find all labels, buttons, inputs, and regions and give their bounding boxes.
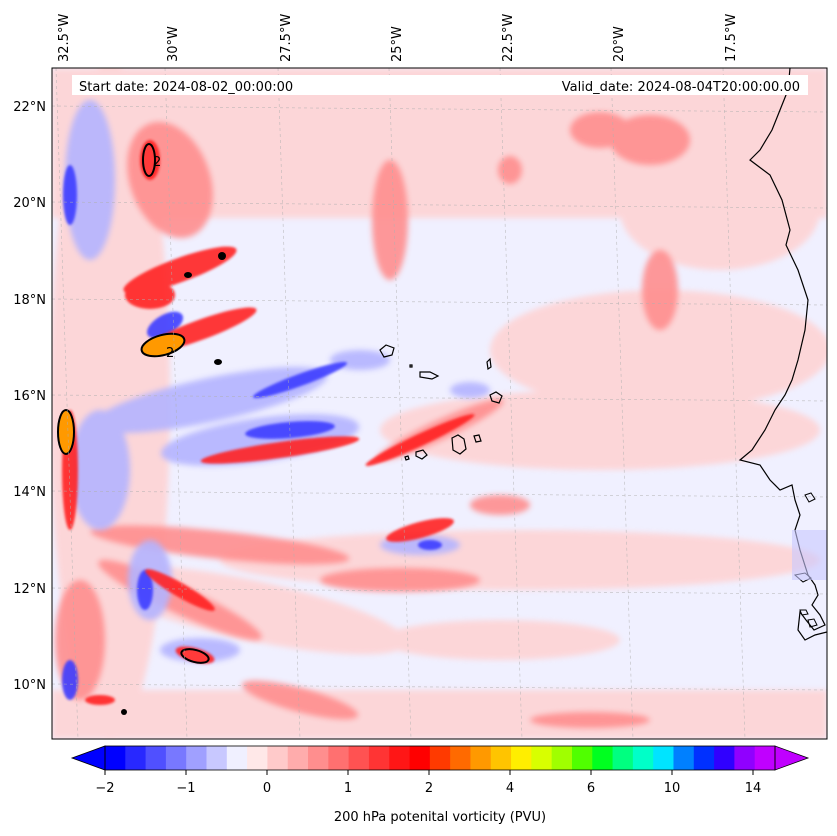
colorbar-segment: [267, 746, 289, 770]
colorbar-segment: [531, 746, 553, 770]
colorbar-min-arrow: [70, 745, 106, 771]
longitude-gridline: [277, 68, 301, 739]
colorbar-tick-label: 0: [263, 781, 271, 796]
colorbar-segment: [287, 746, 309, 770]
start-date-label: Start date: 2024-08-02_00:00:00: [79, 80, 293, 95]
colorbar-segment: [754, 746, 776, 770]
colorbar-segment: [714, 746, 735, 770]
colorbar-segment: [409, 746, 431, 770]
longitude-label: 17.5°W: [724, 14, 739, 62]
colorbar-tick-label: −1: [176, 781, 195, 796]
colorbar-segment: [450, 746, 471, 770]
colorbar-segment: [308, 746, 329, 770]
colorbar-max-arrow: [774, 745, 810, 771]
colorbar-tick-label: 4: [506, 781, 514, 796]
cape-verde-islands: [379, 344, 503, 461]
colorbar-segment: [226, 746, 248, 770]
longitude-gridline: [499, 68, 523, 739]
latitude-label: 16°N: [13, 389, 46, 404]
colorbar-tick-label: 2: [425, 781, 433, 796]
colorbar-segment: [186, 746, 208, 770]
pv-positive-medium: [55, 112, 690, 728]
colorbar-segment: [389, 746, 411, 770]
colorbar-segment: [551, 746, 573, 770]
colorbar-title: 200 hPa potenital vorticity (PVU): [334, 810, 546, 825]
longitude-label: 25°W: [390, 26, 405, 62]
colorbar-segment: [571, 746, 593, 770]
colorbar-tick-label: 14: [745, 781, 762, 796]
african-coastline: [738, 68, 827, 641]
colorbar-segment: [165, 746, 187, 770]
map-frame: [51, 67, 828, 740]
colorbar-tick-label: 10: [664, 781, 681, 796]
colorbar-segment: [653, 746, 674, 770]
longitude-label: 22.5°W: [501, 14, 516, 62]
colorbar: −2 −1 0 1 2 4 6 10 14 200 hPa potenital vorticit…: [70, 745, 810, 825]
longitude-gridline: [610, 68, 634, 739]
latitude-labels: 22°N 20°N 18°N 16°N 14°N 12°N 10°N: [13, 100, 46, 693]
colorbar-segment: [145, 746, 167, 770]
latitude-label: 20°N: [13, 196, 46, 211]
colorbar-outline: [104, 745, 776, 771]
contour-label: 2: [166, 346, 174, 361]
colorbar-segment: [348, 746, 370, 770]
gridlines: [52, 68, 827, 739]
colorbar-segment: [734, 746, 756, 770]
longitude-label: 32.5°W: [57, 14, 72, 62]
latitude-label: 10°N: [13, 678, 46, 693]
valid-date-label: Valid_date: 2024-08-04T20:00:00.00: [562, 80, 800, 95]
colorbar-tick-label: −2: [95, 781, 114, 796]
colorbar-segment: [632, 746, 654, 770]
colorbar-segment: [693, 746, 715, 770]
longitude-gridline: [722, 68, 746, 739]
latitude-label: 22°N: [13, 100, 46, 115]
longitude-gridline: [388, 68, 412, 739]
colorbar-tick-label: 6: [587, 781, 595, 796]
longitude-label: 27.5°W: [279, 14, 294, 62]
colorbar-segment: [470, 746, 492, 770]
latitude-label: 18°N: [13, 293, 46, 308]
colorbar-segment: [247, 746, 268, 770]
colorbar-segment: [511, 746, 532, 770]
pv-negative-strong: [62, 165, 442, 700]
colorbar-ticks: −2 −1 0 1 2 4 6 10 14: [95, 770, 761, 796]
colorbar-segment: [673, 746, 695, 770]
colorbar-segment: [429, 746, 451, 770]
longitude-gridline: [55, 68, 79, 739]
info-box: [72, 75, 808, 95]
colorbar-segment: [490, 746, 512, 770]
coast-blue-patch: [792, 530, 827, 580]
longitude-gridline: [164, 68, 188, 739]
contour-label: 2: [153, 155, 161, 170]
colorbar-segment: [612, 746, 634, 770]
map-panel: 2 2: [52, 68, 827, 739]
longitude-labels: 32.5°W 30°W 27.5°W 25°W 22.5°W 20°W 17.5°W: [57, 14, 739, 62]
colorbar-segment: [125, 746, 147, 770]
colorbar-tick-label: 1: [344, 781, 352, 796]
colorbar-segments: [105, 746, 776, 770]
longitude-label: 30°W: [166, 26, 181, 62]
colorbar-segment: [592, 746, 614, 770]
latitude-label: 12°N: [13, 582, 46, 597]
colorbar-segment: [368, 746, 390, 770]
colorbar-segment: [328, 746, 350, 770]
longitude-label: 20°W: [612, 26, 627, 62]
colorbar-segment: [206, 746, 228, 770]
latitude-label: 14°N: [13, 485, 46, 500]
colorbar-segment: [105, 746, 126, 770]
